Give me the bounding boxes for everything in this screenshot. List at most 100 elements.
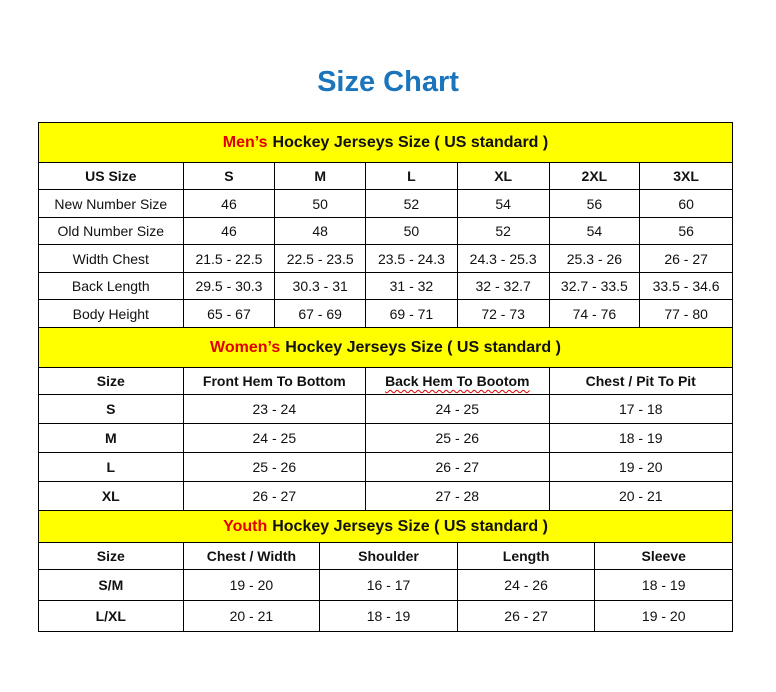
table-cell: 60 xyxy=(640,190,732,217)
cell-text: 56 xyxy=(678,223,694,239)
banner-highlight: Youth xyxy=(223,517,268,535)
table-cell: 25 - 26 xyxy=(366,424,550,452)
table-cell: 23 - 24 xyxy=(184,395,367,423)
cell-text: 20 - 21 xyxy=(229,608,274,624)
table-cell: XL xyxy=(39,482,184,510)
cell-text: 52 xyxy=(495,223,511,239)
table-cell: 72 - 73 xyxy=(458,300,550,327)
table-cell: 65 - 67 xyxy=(184,300,276,327)
cell-text: Old Number Size xyxy=(57,223,165,239)
cell-text: US Size xyxy=(85,168,137,184)
table-cell: Body Height xyxy=(39,300,184,327)
table-row: XL 26 - 27 27 - 28 20 - 21 xyxy=(39,482,732,510)
cell-text: 67 - 69 xyxy=(298,305,342,322)
cell-text: 18 - 19 xyxy=(618,430,663,446)
table-cell: 26 - 27 xyxy=(184,482,367,510)
cell-text: 19 - 20 xyxy=(618,459,663,475)
column-header: Chest / Pit To Pit xyxy=(550,368,732,394)
cell-text: 32 - 32.7 xyxy=(475,278,531,294)
cell-text: XL xyxy=(494,168,513,184)
table-cell: 16 - 17 xyxy=(320,570,458,600)
column-header: L xyxy=(366,163,458,189)
table-cell: 46 xyxy=(184,190,276,217)
cell-text: 33.5 - 34.6 xyxy=(652,278,720,294)
table-cell: S/M xyxy=(39,570,184,600)
banner-heading: Hockey Jerseys Size ( US standard ) xyxy=(272,133,549,151)
table-cell: 23.5 - 24.3 xyxy=(366,245,458,272)
column-header: 3XL xyxy=(640,163,732,189)
cell-text: 27 - 28 xyxy=(435,488,480,504)
header-row: Size Chest / Width Shoulder Length Sleeve xyxy=(39,543,732,570)
table-cell: 52 xyxy=(366,190,458,217)
column-header: Back Hem To Bootom xyxy=(366,368,550,394)
banner-highlight: Women’s xyxy=(210,338,281,356)
table-cell: 30.3 - 31 xyxy=(275,273,367,299)
womens-section: Women’s Hockey Jerseys Size ( US standard… xyxy=(39,328,732,511)
cell-text: 26 - 27 xyxy=(435,459,480,475)
table-cell: 18 - 19 xyxy=(320,601,458,631)
column-header: XL xyxy=(458,163,550,189)
table-cell: 54 xyxy=(458,190,550,217)
table-cell: 50 xyxy=(275,190,367,217)
cell-text: S/M xyxy=(98,577,124,593)
youth-banner: Youth Hockey Jerseys Size ( US standard ) xyxy=(39,511,732,543)
table-cell: 48 xyxy=(275,218,367,244)
table-row: S/M 19 - 20 16 - 17 24 - 26 18 - 19 xyxy=(39,570,732,601)
table-row: M 24 - 25 25 - 26 18 - 19 xyxy=(39,424,732,453)
table-cell: 26 - 27 xyxy=(458,601,596,631)
table-cell: 18 - 19 xyxy=(595,570,732,600)
table-cell: 25 - 26 xyxy=(184,453,367,481)
cell-text: 20 - 21 xyxy=(618,488,663,504)
column-header: Length xyxy=(458,543,596,569)
cell-text: 50 xyxy=(312,195,328,212)
cell-text: 24.3 - 25.3 xyxy=(469,250,537,267)
cell-text: 26 - 27 xyxy=(664,250,708,267)
cell-text: 21.5 - 22.5 xyxy=(195,250,263,267)
table-row: New Number Size 46 50 52 54 56 60 xyxy=(39,190,732,218)
cell-text: 3XL xyxy=(673,168,699,184)
cell-text: 17 - 18 xyxy=(618,401,663,417)
cell-text: M xyxy=(104,430,117,446)
youth-section: Youth Hockey Jerseys Size ( US standard )… xyxy=(39,511,732,631)
banner-heading: Hockey Jerseys Size ( US standard ) xyxy=(272,517,548,535)
womens-banner: Women’s Hockey Jerseys Size ( US standard… xyxy=(39,328,732,368)
table-row: Old Number Size 46 48 50 52 54 56 xyxy=(39,218,732,245)
table-cell: 17 - 18 xyxy=(550,395,732,423)
cell-text: S xyxy=(224,168,234,184)
cell-text: 19 - 20 xyxy=(229,577,274,593)
table-cell: 26 - 27 xyxy=(366,453,550,481)
header-row: Size Front Hem To Bottom Back Hem To Booto… xyxy=(39,368,732,395)
column-header: 2XL xyxy=(550,163,641,189)
cell-text: L/XL xyxy=(95,608,126,624)
cell-text: 72 - 73 xyxy=(481,305,525,322)
table-cell: L/XL xyxy=(39,601,184,631)
cell-text: 31 - 32 xyxy=(389,278,434,294)
cell-text: 65 - 67 xyxy=(207,305,251,322)
column-header: Sleeve xyxy=(595,543,732,569)
cell-text: 60 xyxy=(678,195,694,212)
banner-heading: Hockey Jerseys Size ( US standard ) xyxy=(285,338,561,356)
table-cell: 54 xyxy=(550,218,641,244)
cell-text: 24 - 25 xyxy=(435,401,480,417)
cell-text: Size xyxy=(96,373,125,389)
table-cell: 77 - 80 xyxy=(640,300,732,327)
table-cell: 20 - 21 xyxy=(550,482,732,510)
cell-text: Shoulder xyxy=(358,548,419,564)
table-cell: Back Length xyxy=(39,273,184,299)
column-header: Size xyxy=(39,368,184,394)
cell-text: L xyxy=(407,168,416,184)
cell-text: 52 xyxy=(403,195,420,212)
column-header: Chest / Width xyxy=(184,543,321,569)
table-cell: M xyxy=(39,424,184,452)
cell-text: Length xyxy=(502,548,550,564)
column-header: Front Hem To Bottom xyxy=(184,368,367,394)
table-cell: 32.7 - 33.5 xyxy=(550,273,641,299)
cell-text: 30.3 - 31 xyxy=(292,278,348,294)
table-cell: 20 - 21 xyxy=(184,601,321,631)
cell-text: 32.7 - 33.5 xyxy=(560,278,628,294)
cell-text: 77 - 80 xyxy=(664,305,708,322)
cell-text: 25 - 26 xyxy=(252,459,297,475)
table-row: L 25 - 26 26 - 27 19 - 20 xyxy=(39,453,732,482)
table-row: Body Height 65 - 67 67 - 69 69 - 71 72 - 73 7… xyxy=(39,300,732,327)
cell-text: Chest / Pit To Pit xyxy=(585,373,696,389)
